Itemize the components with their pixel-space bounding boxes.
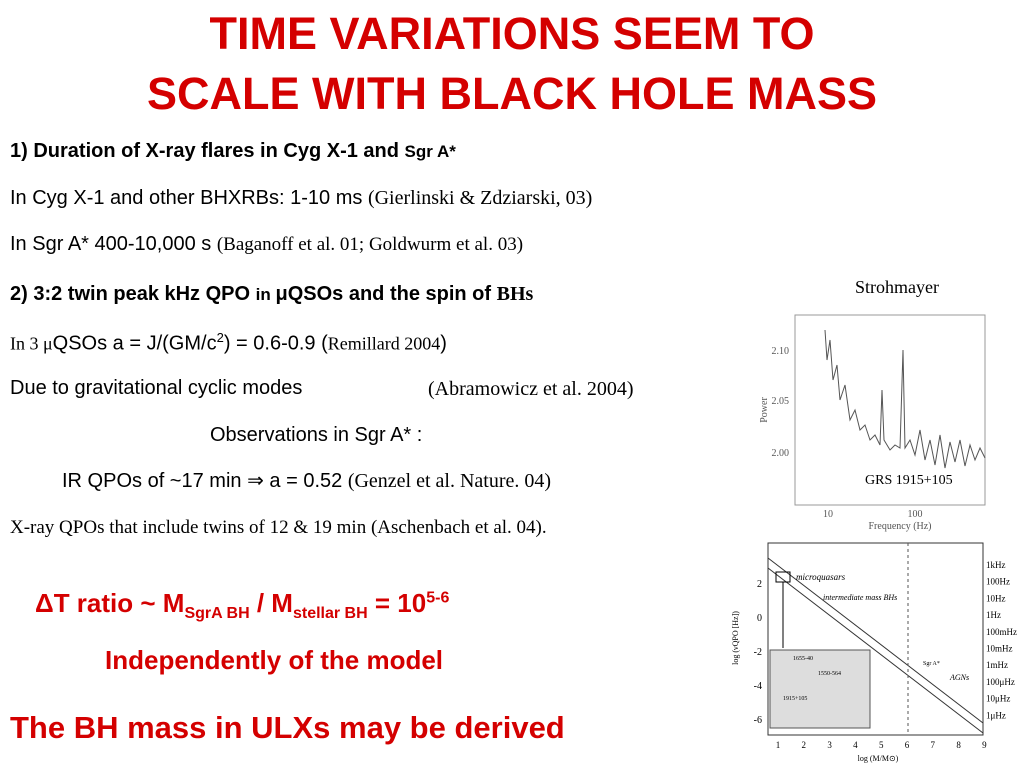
tick-label: 2.00: [772, 448, 790, 459]
caption: Strohmayer: [855, 277, 939, 297]
title-line: SCALE WITH BLACK HOLE MASS: [147, 68, 877, 119]
freq-label: 10Hz: [986, 593, 1006, 603]
tick-label: 9: [982, 740, 987, 750]
text-line: In Sgr A* 400-10,000 s (Baganoff et al. …: [10, 233, 523, 256]
text: / M: [249, 588, 293, 618]
citation: (Gierlinski & Zdziarski, 03): [367, 187, 593, 209]
plot-frame: [794, 314, 986, 506]
label: intermediate mass BHs: [823, 593, 897, 602]
text: QSOs a = J/(GM/c: [52, 332, 217, 355]
label: 1550-564: [818, 671, 841, 677]
figure: Strohmayer 2.10 2.05 2.00 Power 10 100 F…: [759, 277, 986, 532]
freq-label: 100Hz: [986, 577, 1010, 587]
tick-label: 2: [802, 740, 807, 750]
text: X-ray QPOs that include twins of 12 & 19…: [10, 517, 547, 538]
plot-frame: [767, 542, 984, 736]
tick-label: 1: [776, 740, 781, 750]
axis-label: log (M/M⊙): [858, 754, 899, 763]
axis-label: Power: [759, 397, 770, 423]
tick-label: 3: [827, 740, 832, 750]
freq-label: 10mHz: [986, 644, 1013, 654]
tick-label: -6: [754, 715, 762, 726]
citation: (Genzel et al. Nature. 04): [347, 470, 552, 492]
text: 5-6: [426, 589, 450, 607]
inset: [769, 649, 871, 729]
text: ) = 0.6-0.9 (: [223, 332, 328, 355]
text: = 10: [367, 588, 427, 618]
text: BHs: [496, 283, 534, 305]
text-line: In Cyg X-1 and other BHXRBs: 1-10 ms (Gi…: [10, 187, 592, 210]
text-line: ΔT ratio ~ MSgrA BH / Mstellar BH = 105-…: [35, 588, 449, 623]
label: AGNs: [949, 673, 969, 682]
label: Sgr A*: [923, 661, 940, 667]
tick-label: 2.10: [772, 346, 790, 357]
title-line: TIME VARIATIONS SEEM TO: [209, 8, 815, 59]
figure: 2 0 -2 -4 -6 log (νQPO [Hz]) 1kHz 100Hz 10…: [731, 542, 1017, 763]
spectrum: [824, 329, 986, 469]
axis-label: Frequency (Hz): [868, 521, 931, 532]
text: Independently of the model: [105, 645, 444, 675]
tick-label: 2.05: [772, 396, 790, 407]
text: 2: [216, 330, 224, 345]
citation: (Baganoff et al. 01; Goldwurm et al. 03): [216, 234, 524, 255]
freq-label: 1Hz: [986, 610, 1001, 620]
text: 2) 3:2 twin peak kHz QPO: [10, 283, 256, 305]
text: ΔT ratio ~ M: [35, 588, 185, 618]
tick-label: -4: [754, 681, 762, 692]
text: stellar BH: [292, 605, 368, 623]
relation-line: [767, 567, 984, 734]
text: The BH mass in ULXs may be derived: [10, 710, 565, 745]
tick-label: 2: [757, 579, 762, 590]
freq-label: 10μHz: [986, 694, 1010, 704]
tick-label: 10: [823, 509, 833, 520]
tick-label: 6: [905, 740, 910, 750]
tick-label: 0: [757, 613, 762, 624]
label: GRS 1915+105: [865, 473, 953, 488]
text-line: In 3 μQSOs a = J/(GM/c2) = 0.6-0.9 (Remi…: [10, 330, 447, 356]
freq-label: 1μHz: [986, 710, 1006, 720]
tick-label: 8: [956, 740, 961, 750]
text: ): [440, 332, 447, 355]
relation-line: [767, 557, 984, 724]
text: In Sgr A* 400-10,000 s: [10, 233, 217, 255]
label: 1915+105: [783, 696, 807, 702]
text: Observations in Sgr A* :: [210, 424, 423, 446]
tick-label: -2: [754, 647, 762, 658]
text: In Cyg X-1 and other BHXRBs: 1-10 ms: [10, 187, 368, 209]
tick-label: 7: [931, 740, 936, 750]
freq-label: 1kHz: [986, 560, 1006, 570]
freq-label: 1mHz: [986, 660, 1008, 670]
text: ⇒: [247, 470, 264, 492]
citation: Remillard 2004: [327, 333, 441, 354]
text: Sgr A*: [404, 142, 456, 161]
text: μQSOs and the spin of: [275, 283, 497, 305]
freq-labels: 1kHz 100Hz 10Hz 1Hz 100mHz 10mHz 1mHz 100μHz 10μ…: [986, 560, 1017, 720]
label: microquasars: [796, 572, 846, 582]
citation: (Abramowicz et al. 2004): [428, 378, 634, 400]
tick-label: 5: [879, 740, 884, 750]
text-line: 2) 3:2 twin peak kHz QPO in μQSOs and th…: [10, 283, 533, 306]
freq-label: 100mHz: [986, 627, 1017, 637]
text: Due to gravitational cyclic modes: [10, 377, 303, 399]
text-line: IR QPOs of ~17 min ⇒ a = 0.52 (Genzel et…: [62, 468, 551, 493]
text: SgrA BH: [184, 605, 250, 623]
text: In 3 μ: [10, 333, 53, 354]
tick-label: 100: [908, 509, 923, 520]
text: in: [255, 285, 276, 304]
x-ticks: 1 2 3 4 5 6 7 8 9: [776, 740, 987, 750]
text: 1) Duration of X-ray flares in Cyg X-1 a…: [10, 140, 405, 162]
axis-label: log (νQPO [Hz]): [731, 611, 740, 665]
text: a = 0.52: [263, 470, 348, 492]
text: IR QPOs of ~17 min: [62, 470, 248, 492]
freq-label: 100μHz: [986, 677, 1015, 687]
text-line: 1) Duration of X-ray flares in Cyg X-1 a…: [10, 140, 456, 163]
tick-label: 4: [853, 740, 858, 750]
label: 1655-40: [793, 656, 813, 662]
